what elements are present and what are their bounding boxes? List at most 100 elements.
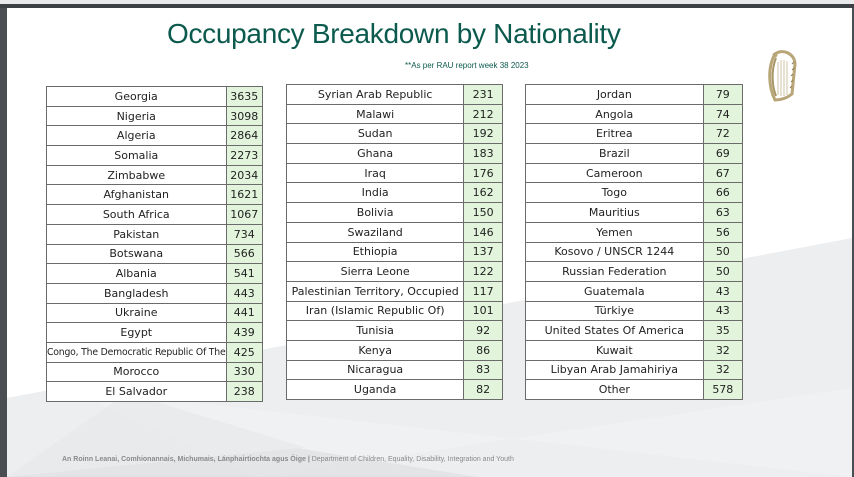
country-name: Ukraine: [46, 302, 227, 324]
occupancy-count: 43: [702, 300, 744, 322]
table-row: Türkiye 43: [525, 300, 744, 322]
country-name: United States Of America: [525, 320, 704, 341]
occupancy-count: 1621: [225, 184, 263, 206]
country-name: Russian Federation: [525, 261, 704, 282]
country-name: India: [285, 182, 465, 204]
occupancy-count: 43: [702, 280, 744, 302]
occupancy-count: 137: [463, 241, 503, 263]
country-name: Algeria: [46, 125, 227, 147]
table-row: Sierra Leone 122: [285, 261, 503, 282]
table-row: Kenya 86: [285, 339, 503, 361]
country-name: Uganda: [285, 379, 465, 400]
country-name: Ghana: [285, 143, 465, 164]
occupancy-count: 443: [225, 282, 263, 304]
country-name: Pakistan: [46, 223, 227, 245]
footer-separator: |: [307, 456, 310, 463]
occupancy-count: 439: [225, 322, 263, 343]
occupancy-count: 74: [702, 103, 744, 125]
table-row: Iraq 176: [285, 162, 503, 184]
country-name: Türkiye: [525, 300, 704, 322]
occupancy-count: 441: [225, 302, 263, 324]
country-name: Jordan: [525, 84, 704, 105]
table-row: Nicaragua 83: [285, 359, 503, 381]
table-row: Somalia 2273: [46, 145, 263, 166]
table-row: Ukraine 441: [46, 302, 263, 324]
table-row: Angola 74: [525, 103, 744, 125]
occupancy-count: 117: [463, 280, 503, 302]
table-row: Swaziland 146: [285, 221, 503, 243]
country-name: Iran (Islamic Republic Of): [285, 300, 465, 322]
country-name: Brazil: [525, 143, 704, 164]
table-row: Iran (Islamic Republic Of) 101: [285, 300, 503, 322]
footer-irish: An Roinn Leanai, Comhionannais, Michumai…: [62, 456, 306, 463]
country-name: Botswana: [46, 243, 227, 265]
table-row: Kosovo / UNSCR 1244 50: [525, 241, 744, 263]
occupancy-count: 183: [463, 143, 503, 164]
country-name: Syrian Arab Republic: [285, 84, 465, 105]
occupancy-count: 32: [702, 339, 744, 361]
country-name: Albania: [46, 263, 227, 284]
table-row: Congo, The Democratic Republic Of The 425: [46, 341, 263, 363]
occupancy-count: 79: [702, 84, 744, 105]
country-name: Guatemala: [525, 280, 704, 302]
occupancy-count: 566: [225, 243, 263, 265]
table-row: Bolivia 150: [285, 202, 503, 223]
country-name: Nicaragua: [285, 359, 465, 381]
window-top-strip: [0, 0, 854, 4]
table-row: Libyan Arab Jamahiriya 32: [525, 359, 744, 381]
harp-icon: [768, 50, 797, 102]
occupancy-count: 67: [702, 162, 744, 184]
country-name: Afghanistan: [46, 184, 227, 206]
occupancy-count: 425: [225, 341, 263, 363]
footer-english: Department of Children, Equality, Disabi…: [311, 456, 514, 463]
table-row: Nigeria 3098: [46, 105, 263, 127]
country-name: Ethiopia: [285, 241, 465, 263]
table-row: Malawi 212: [285, 103, 503, 125]
country-name: Swaziland: [285, 221, 465, 243]
country-name: El Salvador: [46, 381, 227, 402]
table-row: Russian Federation 50: [525, 261, 744, 282]
occupancy-count: 192: [463, 123, 503, 145]
country-name: Sudan: [285, 123, 465, 145]
country-name: Kosovo / UNSCR 1244: [525, 241, 704, 263]
country-name: Georgia: [46, 86, 227, 107]
occupancy-count: 162: [463, 182, 503, 204]
table-row: Other 578: [525, 379, 744, 400]
country-name: Mauritius: [525, 202, 704, 223]
table-row: Ethiopia 137: [285, 241, 503, 263]
country-name: Libyan Arab Jamahiriya: [525, 359, 704, 381]
nationality-table-1: Georgia 3635 Nigeria 3098 Algeria 2864 Soma…: [46, 86, 263, 402]
country-name: Nigeria: [46, 105, 227, 127]
occupancy-count: 86: [463, 339, 503, 361]
country-name: Bolivia: [285, 202, 465, 223]
slide: Occupancy Breakdown by Nationality **As …: [7, 8, 852, 477]
table-row: Botswana 566: [46, 243, 263, 265]
country-name: Kuwait: [525, 339, 704, 361]
window-top-band: [0, 4, 854, 8]
country-name: Morocco: [46, 361, 227, 383]
table-row: Pakistan 734: [46, 223, 263, 245]
occupancy-count: 63: [702, 202, 744, 223]
table-row: Cameroon 67: [525, 162, 744, 184]
country-name: Angola: [525, 103, 704, 125]
table-row: Kuwait 32: [525, 339, 744, 361]
table-row: Algeria 2864: [46, 125, 263, 147]
table-row: United States Of America 35: [525, 320, 744, 341]
occupancy-count: 50: [702, 261, 744, 282]
country-name: Congo, The Democratic Republic Of The: [46, 341, 227, 363]
occupancy-count: 122: [463, 261, 503, 282]
table-row: Jordan 79: [525, 84, 744, 105]
occupancy-count: 3098: [225, 105, 263, 127]
occupancy-count: 2273: [225, 145, 263, 166]
occupancy-count: 83: [463, 359, 503, 381]
occupancy-count: 734: [225, 223, 263, 245]
nationality-table-2: Syrian Arab Republic 231 Malawi 212 Sudan 1…: [285, 84, 503, 400]
country-name: Eritrea: [525, 123, 704, 145]
table-row: Brazil 69: [525, 143, 744, 164]
table-row: Morocco 330: [46, 361, 263, 383]
table-row: Palestinian Territory, Occupied 117: [285, 280, 503, 302]
page-title: Occupancy Breakdown by Nationality: [167, 18, 621, 49]
country-name: Egypt: [46, 322, 227, 343]
report-note: **As per RAU report week 38 2023: [405, 61, 529, 70]
occupancy-count: 50: [702, 241, 744, 263]
